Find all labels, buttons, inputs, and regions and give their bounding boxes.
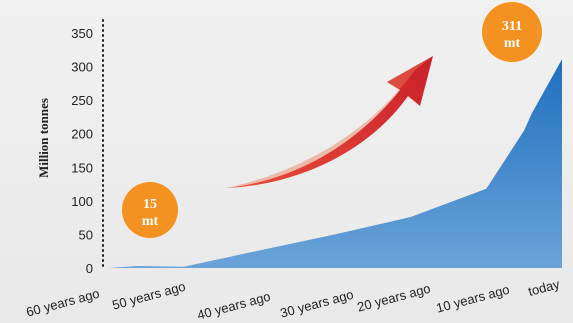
y-tick-label: 200 (71, 127, 93, 142)
annotation-unit: mt (504, 36, 521, 51)
x-tick-label: 60 years ago (25, 286, 101, 320)
y-tick-label: 100 (71, 194, 93, 209)
x-tick-label: 10 years ago (435, 282, 511, 316)
annotation-bubble: 15 mt (122, 182, 178, 238)
annotation-circle (122, 182, 178, 238)
y-tick-label: 300 (71, 60, 93, 75)
annotation-value: 15 (143, 197, 157, 212)
x-tick-label: 20 years ago (356, 281, 432, 315)
x-tick-label: 50 years ago (111, 279, 187, 313)
trend-arrow-icon (226, 56, 433, 188)
y-tick-label: 150 (71, 160, 93, 175)
annotation-bubble: 311 mt (482, 2, 542, 62)
y-tick-label: 0 (86, 261, 93, 276)
growth-area (108, 59, 562, 269)
x-tick-label: 30 years ago (279, 287, 355, 321)
annotation-circle (482, 2, 542, 62)
annotation-value: 311 (502, 19, 522, 34)
x-tick-label: 40 years ago (196, 289, 272, 323)
x-tick-label: today (527, 276, 562, 299)
annotation-unit: mt (142, 214, 159, 229)
y-axis-label: Million tonnes (36, 98, 51, 178)
y-tick-label: 50 (79, 227, 93, 242)
y-tick-label: 250 (71, 93, 93, 108)
y-tick-label: 350 (71, 26, 93, 41)
